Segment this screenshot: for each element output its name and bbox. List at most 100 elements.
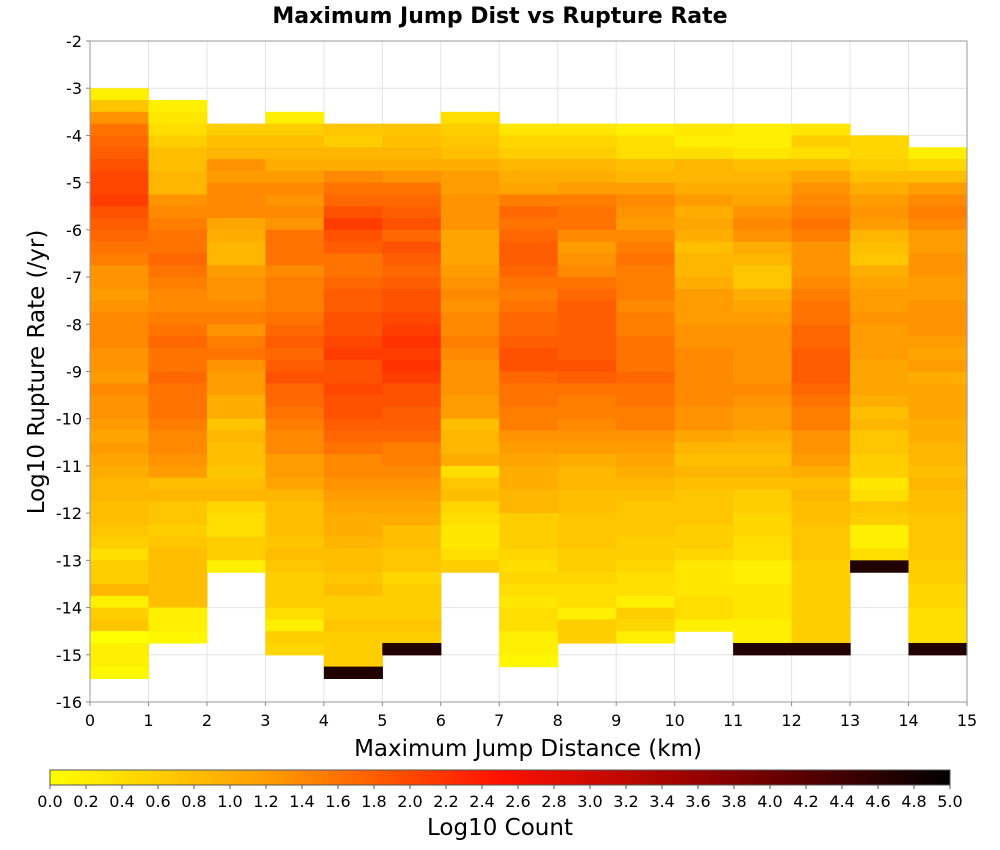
heatmap-cell xyxy=(382,536,442,550)
heatmap-cell xyxy=(265,513,325,526)
heatmap-cell xyxy=(557,395,617,408)
heatmap-cell xyxy=(499,206,559,219)
heatmap-cell xyxy=(323,206,383,219)
heatmap-cell xyxy=(908,418,968,432)
heatmap-cell xyxy=(440,159,500,172)
heatmap-cell xyxy=(323,477,383,491)
colorbar-tick-label: 3.8 xyxy=(721,792,746,811)
heatmap-cell xyxy=(850,501,910,514)
heatmap-cell xyxy=(616,477,676,491)
heatmap-cell xyxy=(674,383,734,396)
heatmap-cell xyxy=(382,253,442,266)
heatmap-cell xyxy=(265,536,325,550)
heatmap-cell xyxy=(499,336,559,349)
heatmap-cell xyxy=(265,312,325,325)
heatmap-cell xyxy=(733,359,793,373)
heatmap-cell xyxy=(733,572,793,585)
heatmap-cell xyxy=(382,595,442,609)
heatmap-cell xyxy=(908,347,968,361)
heatmap-cell xyxy=(557,383,617,396)
heatmap-cell xyxy=(557,631,617,644)
heatmap-cell xyxy=(382,442,442,455)
heatmap-cell xyxy=(323,336,383,349)
heatmap-cell xyxy=(908,560,968,573)
heatmap-cell xyxy=(791,477,851,491)
heatmap-cell xyxy=(90,572,150,585)
heatmap-cell xyxy=(382,583,442,597)
heatmap-cell xyxy=(850,548,910,561)
heatmap-cell xyxy=(733,312,793,325)
heatmap-cell xyxy=(557,182,617,196)
heatmap-cell xyxy=(323,312,383,325)
heatmap-cell xyxy=(557,253,617,266)
heatmap-cell xyxy=(382,182,442,196)
heatmap-cell xyxy=(440,182,500,196)
heatmap-cell xyxy=(90,654,150,668)
heatmap-cell xyxy=(440,454,500,467)
heatmap-cell xyxy=(674,253,734,266)
heatmap-cell xyxy=(557,347,617,361)
heatmap-cell xyxy=(791,418,851,432)
heatmap-cell xyxy=(206,241,266,255)
heatmap-cell xyxy=(908,359,968,373)
heatmap-cell xyxy=(908,170,968,184)
heatmap-cell xyxy=(440,111,500,125)
heatmap-cell xyxy=(850,418,910,432)
heatmap-cell xyxy=(206,524,266,538)
heatmap-cell xyxy=(733,265,793,278)
heatmap-cell xyxy=(733,206,793,219)
heatmap-cell xyxy=(90,324,150,337)
heatmap-cell xyxy=(850,229,910,243)
heatmap-cell xyxy=(791,524,851,538)
heatmap-cell xyxy=(323,300,383,314)
heatmap-cell xyxy=(382,489,442,502)
heatmap-cell xyxy=(791,371,851,384)
heatmap-cell xyxy=(206,454,266,467)
heatmap-cell xyxy=(908,454,968,467)
heatmap-cell xyxy=(616,218,676,231)
heatmap-cell xyxy=(323,159,383,172)
heatmap-cell xyxy=(148,324,208,337)
heatmap-cell xyxy=(791,336,851,349)
heatmap-cell xyxy=(323,513,383,526)
heatmap-cell xyxy=(733,418,793,432)
heatmap-cell xyxy=(791,383,851,396)
heatmap-cell xyxy=(791,182,851,196)
heatmap-cell xyxy=(440,147,500,160)
heatmap-cell xyxy=(557,572,617,585)
heatmap-cell xyxy=(557,442,617,455)
heatmap-cell xyxy=(382,123,442,137)
heatmap-cell xyxy=(908,147,968,160)
heatmap-cell xyxy=(674,182,734,196)
heatmap-cell xyxy=(616,371,676,384)
heatmap-cell xyxy=(90,347,150,361)
heatmap-cell xyxy=(90,395,150,408)
heatmap-cell xyxy=(850,182,910,196)
heatmap-cell xyxy=(791,288,851,302)
heatmap-cell xyxy=(382,430,442,443)
heatmap-cell xyxy=(616,170,676,184)
heatmap-cell xyxy=(791,312,851,325)
heatmap-cell xyxy=(206,336,266,349)
heatmap-cell xyxy=(674,265,734,278)
heatmap-cell xyxy=(733,218,793,231)
heatmap-cell xyxy=(733,465,793,479)
colorbar-tick-label: 0.2 xyxy=(73,792,98,811)
heatmap-cell xyxy=(616,253,676,266)
heatmap-cell xyxy=(382,371,442,384)
heatmap-cell xyxy=(265,583,325,597)
heatmap-cell xyxy=(206,229,266,243)
heatmap-cell xyxy=(733,336,793,349)
heatmap-cell xyxy=(90,536,150,550)
heatmap-cell xyxy=(557,583,617,597)
heatmap-cell xyxy=(733,383,793,396)
heatmap-cell xyxy=(908,182,968,196)
heatmap-cell xyxy=(499,324,559,337)
heatmap-cell xyxy=(382,359,442,373)
heatmap-cell xyxy=(499,135,559,148)
heatmap-cell xyxy=(674,300,734,314)
heatmap-cell xyxy=(791,430,851,443)
heatmap-cell xyxy=(148,548,208,561)
heatmap-cell xyxy=(265,182,325,196)
heatmap-cell xyxy=(206,442,266,455)
